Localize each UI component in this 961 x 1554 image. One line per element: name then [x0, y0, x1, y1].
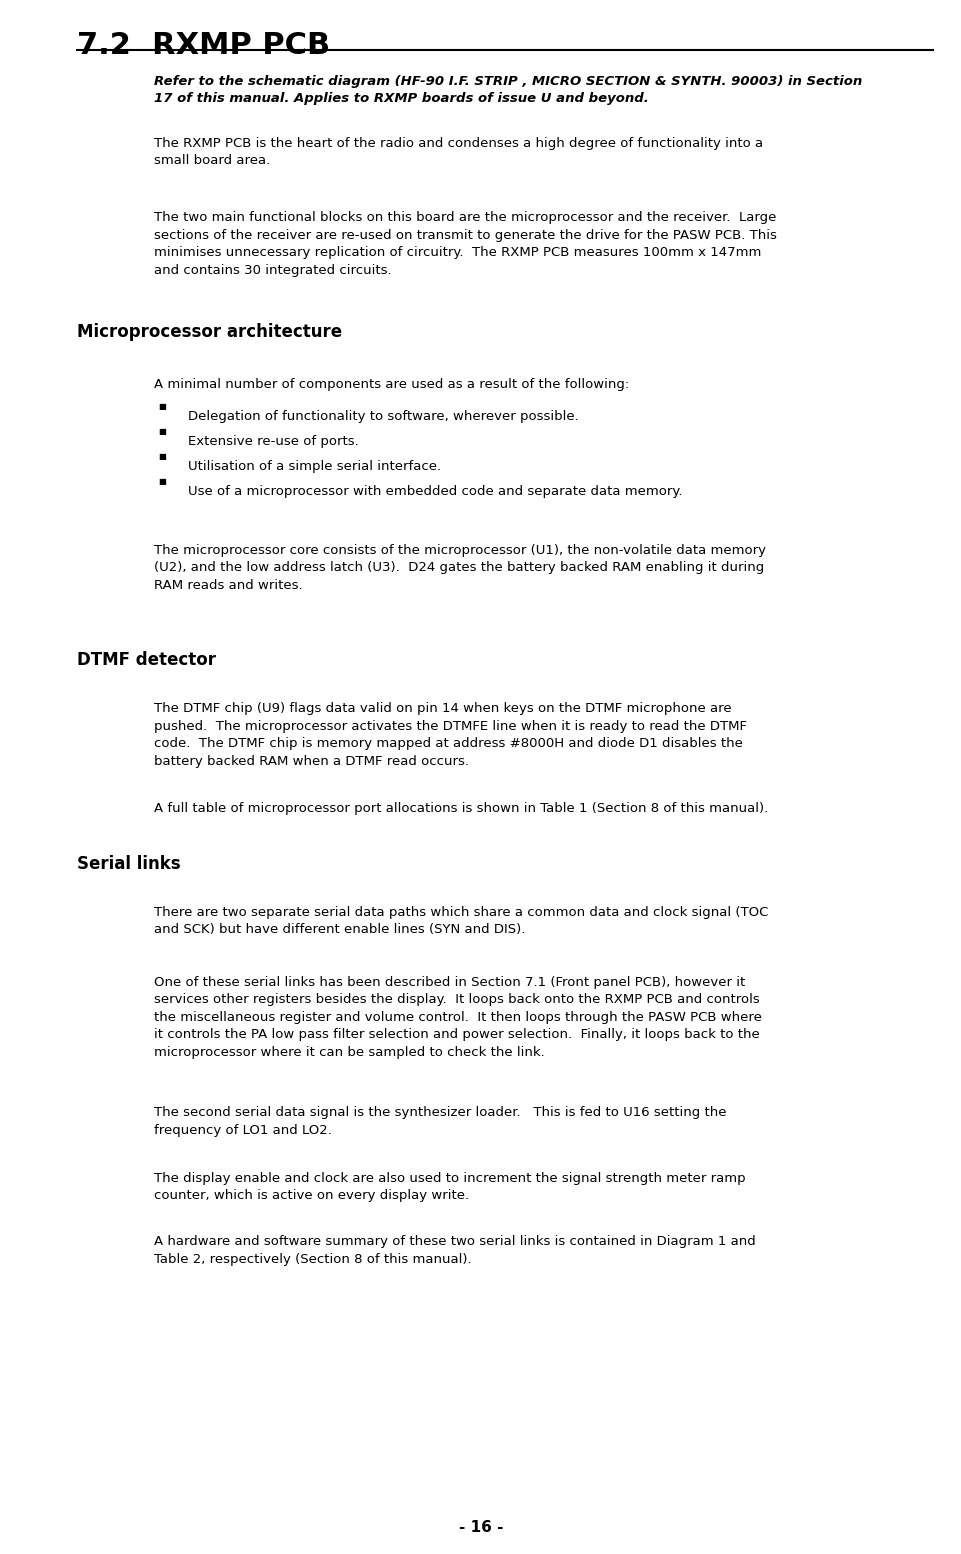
Text: Microprocessor architecture: Microprocessor architecture — [77, 323, 342, 342]
Text: 7.2  RXMP PCB: 7.2 RXMP PCB — [77, 31, 330, 61]
Text: Extensive re-use of ports.: Extensive re-use of ports. — [187, 435, 357, 448]
Text: The two main functional blocks on this board are the microprocessor and the rece: The two main functional blocks on this b… — [154, 211, 776, 277]
Text: ■: ■ — [159, 452, 166, 462]
Text: A full table of microprocessor port allocations is shown in Table 1 (Section 8 o: A full table of microprocessor port allo… — [154, 802, 768, 814]
Text: The display enable and clock are also used to increment the signal strength mete: The display enable and clock are also us… — [154, 1172, 745, 1203]
Text: Use of a microprocessor with embedded code and separate data memory.: Use of a microprocessor with embedded co… — [187, 485, 681, 497]
Text: ■: ■ — [159, 477, 166, 486]
Text: Delegation of functionality to software, wherever possible.: Delegation of functionality to software,… — [187, 410, 578, 423]
Text: A minimal number of components are used as a result of the following:: A minimal number of components are used … — [154, 378, 628, 390]
Text: Refer to the schematic diagram (HF-90 I.F. STRIP , MICRO SECTION & SYNTH. 90003): Refer to the schematic diagram (HF-90 I.… — [154, 75, 861, 106]
Text: The microprocessor core consists of the microprocessor (U1), the non-volatile da: The microprocessor core consists of the … — [154, 544, 765, 592]
Text: Serial links: Serial links — [77, 855, 181, 873]
Text: - 16 -: - 16 - — [458, 1520, 503, 1535]
Text: The DTMF chip (U9) flags data valid on pin 14 when keys on the DTMF microphone a: The DTMF chip (U9) flags data valid on p… — [154, 702, 746, 768]
Text: ■: ■ — [159, 427, 166, 437]
Text: ■: ■ — [159, 402, 166, 412]
Text: The second serial data signal is the synthesizer loader.   This is fed to U16 se: The second serial data signal is the syn… — [154, 1106, 726, 1138]
Text: Utilisation of a simple serial interface.: Utilisation of a simple serial interface… — [187, 460, 440, 472]
Text: DTMF detector: DTMF detector — [77, 651, 215, 670]
Text: One of these serial links has been described in Section 7.1 (Front panel PCB), h: One of these serial links has been descr… — [154, 976, 761, 1058]
Text: There are two separate serial data paths which share a common data and clock sig: There are two separate serial data paths… — [154, 906, 768, 937]
Text: The RXMP PCB is the heart of the radio and condenses a high degree of functional: The RXMP PCB is the heart of the radio a… — [154, 137, 762, 168]
Text: A hardware and software summary of these two serial links is contained in Diagra: A hardware and software summary of these… — [154, 1235, 755, 1267]
